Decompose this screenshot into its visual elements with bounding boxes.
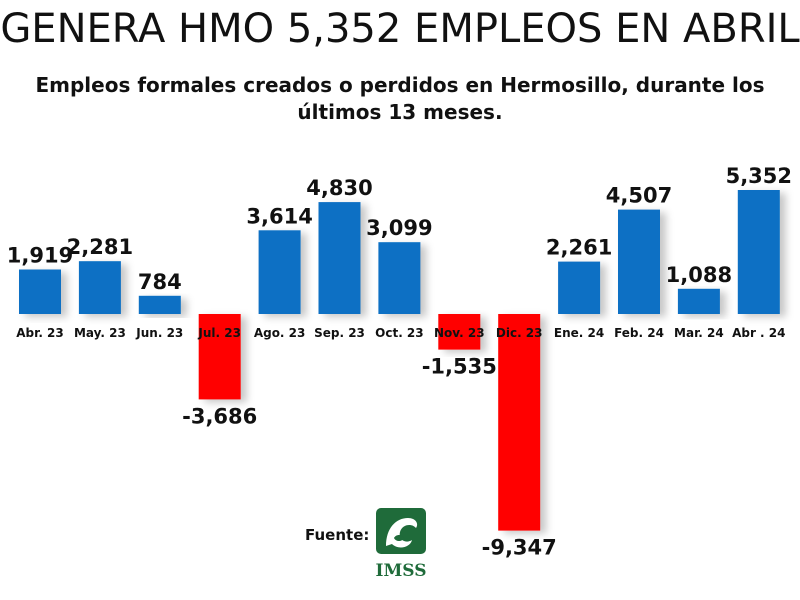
bar-feb-24 xyxy=(618,209,660,314)
bar-abr-24 xyxy=(737,190,780,314)
bar-sep-23 xyxy=(318,202,361,314)
bar-may-23 xyxy=(78,261,121,314)
category-label: Mar. 24 xyxy=(674,326,724,340)
value-label: -3,686 xyxy=(182,404,257,428)
bar-jul-23 xyxy=(198,314,241,400)
bar-abr-23 xyxy=(19,269,61,314)
category-label: Sep. 23 xyxy=(314,326,365,340)
bar-ene-24 xyxy=(558,261,601,314)
bar-mar-24 xyxy=(677,288,720,314)
value-label: 1,088 xyxy=(666,263,732,287)
bar-nov-23 xyxy=(438,314,481,350)
category-label: Abr. 23 xyxy=(16,326,64,340)
value-label: 2,281 xyxy=(67,235,133,259)
bar-dic-23 xyxy=(498,314,541,531)
logo-eagle-shape xyxy=(386,518,418,548)
category-label: Feb. 24 xyxy=(614,326,664,340)
imss-logo: IMSS xyxy=(376,508,427,581)
category-label: Jul. 23 xyxy=(197,326,241,340)
value-label: 4,830 xyxy=(306,176,372,200)
value-label: 2,261 xyxy=(546,236,612,260)
logo-wordmark: IMSS xyxy=(376,561,427,581)
category-label: Ene. 24 xyxy=(554,326,604,340)
value-label: 1,919 xyxy=(7,244,73,268)
chart-title: GENERA HMO 5,352 EMPLEOS EN ABRIL xyxy=(0,6,800,52)
category-label: May. 23 xyxy=(74,326,126,340)
value-label: 3,099 xyxy=(366,216,432,240)
category-label: Dic. 23 xyxy=(496,326,543,340)
value-label: -1,535 xyxy=(422,355,497,379)
category-label: Ago. 23 xyxy=(254,326,306,340)
category-label: Oct. 23 xyxy=(375,326,424,340)
bar-oct-23 xyxy=(378,242,421,314)
source-label: Fuente: xyxy=(305,526,370,544)
category-label: Jun. 23 xyxy=(135,326,183,340)
logo-mother-child-shape xyxy=(394,535,404,541)
bar-ago-23 xyxy=(258,230,301,314)
chart-subtitle: Empleos formales creados o perdidos en H… xyxy=(35,73,765,124)
value-label: 3,614 xyxy=(246,204,312,228)
bar-jun-23 xyxy=(138,295,181,314)
category-label: Abr . 24 xyxy=(732,326,785,340)
value-label: -9,347 xyxy=(482,536,557,560)
value-label: 5,352 xyxy=(726,164,792,188)
category-label: Nov. 23 xyxy=(434,326,485,340)
value-label: 784 xyxy=(138,270,182,294)
value-label: 4,507 xyxy=(606,184,672,208)
